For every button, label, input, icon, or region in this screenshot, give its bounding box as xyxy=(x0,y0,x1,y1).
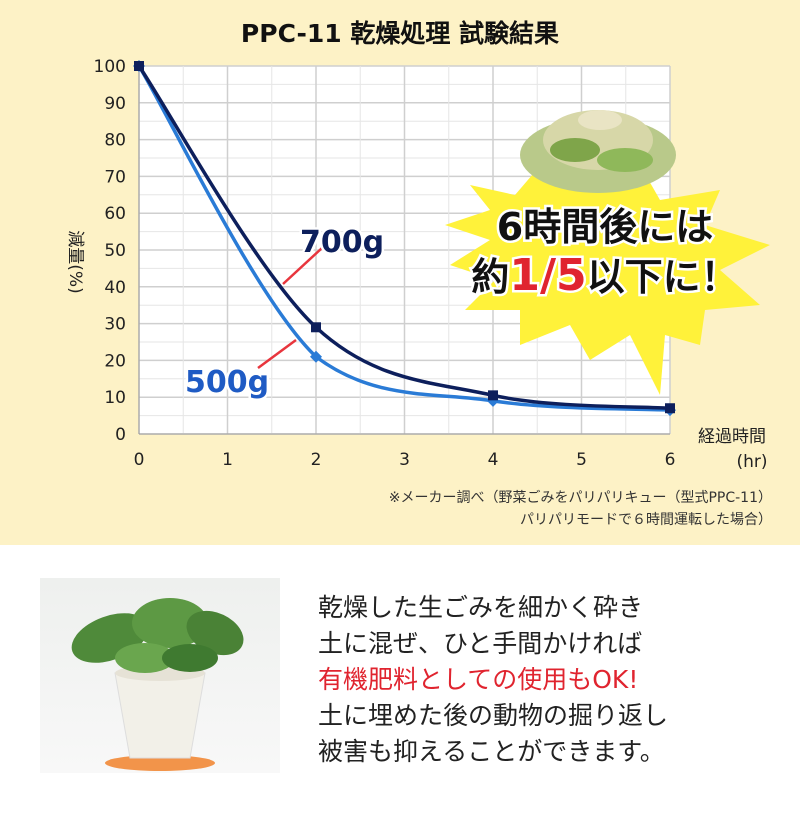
description-line: 土に混ぜ、ひと手間かければ xyxy=(318,629,643,658)
data-point-700g xyxy=(665,403,675,414)
callout-pre: 約 xyxy=(471,255,509,299)
x-tick-label: 4 xyxy=(488,450,499,470)
series-group xyxy=(133,60,676,417)
line-chart: 0 10 20 30 40 50 60 70 80 90 100 0 1 2 3 4 5 6 減量(%) 経過時… xyxy=(65,57,770,472)
y-tick-label: 60 xyxy=(104,204,126,224)
x-tick-label: 6 xyxy=(665,450,676,470)
y-axis-label: 減量(%) xyxy=(65,230,85,293)
data-point-500g xyxy=(310,350,322,363)
x-axis-label: 経過時間 xyxy=(698,427,766,447)
description-line: 土に埋めた後の動物の掘り返し xyxy=(318,701,669,730)
callout-highlight: 1/5 xyxy=(509,250,586,301)
y-tick-label: 100 xyxy=(94,57,126,77)
y-tick-label: 50 xyxy=(104,241,126,261)
y-tick-label: 0 xyxy=(115,425,126,445)
description-line: 乾燥した生ごみを細かく砕き xyxy=(318,593,644,622)
footnote-line2: パリパリモードで６時間運転した場合） xyxy=(520,512,772,528)
y-tick-label: 20 xyxy=(104,351,126,371)
label-leader-500g xyxy=(257,338,297,370)
series-label-500g: 500g xyxy=(185,365,269,400)
description: 乾燥した生ごみを細かく砕き 土に混ぜ、ひと手間かければ 有機肥料としての使用もO… xyxy=(318,590,668,770)
x-tick-label: 5 xyxy=(576,450,587,470)
x-tick-label: 2 xyxy=(311,450,322,470)
footnote-line1: ※メーカー調べ（野菜ごみをパリパリキュー（型式PPC-11） xyxy=(388,490,772,506)
y-ticks: 0 10 20 30 40 50 60 70 80 90 100 xyxy=(94,57,126,445)
data-point-700g xyxy=(488,390,498,401)
x-ticks: 0 1 2 3 4 5 6 xyxy=(134,450,676,470)
description-highlight-line: 有機肥料としての使用もOK! xyxy=(318,665,639,694)
burst-shape xyxy=(445,160,770,395)
callout-line2: 約1/5以下に！ xyxy=(471,250,738,301)
y-tick-label: 30 xyxy=(104,315,126,335)
x-tick-label: 1 xyxy=(222,450,233,470)
x-axis-unit: (hr) xyxy=(736,452,767,472)
series-label-700g: 700g xyxy=(300,225,384,260)
x-tick-label: 3 xyxy=(399,450,410,470)
y-tick-label: 70 xyxy=(104,167,126,187)
y-tick-label: 40 xyxy=(104,278,126,298)
y-tick-label: 10 xyxy=(104,388,126,408)
series-line-700g xyxy=(137,65,671,410)
dried-vegetables-image xyxy=(520,110,676,193)
callout-burst: 6時間後には 約1/5以下に！ xyxy=(445,110,770,395)
series-line-500g xyxy=(137,65,671,412)
y-tick-label: 90 xyxy=(104,94,126,114)
callout-post: 以下に！ xyxy=(587,255,739,299)
label-leader-700g xyxy=(282,247,323,285)
chart-title: PPC-11 乾燥処理 試験結果 xyxy=(240,19,560,48)
plant-photo xyxy=(40,578,280,773)
x-tick-label: 0 xyxy=(134,450,145,470)
data-point-700g xyxy=(311,322,321,333)
y-tick-label: 80 xyxy=(104,131,126,151)
description-line: 被害も抑えることができます。 xyxy=(318,737,665,766)
data-point-700g xyxy=(134,61,144,71)
callout-line1: 6時間後には xyxy=(497,205,713,249)
